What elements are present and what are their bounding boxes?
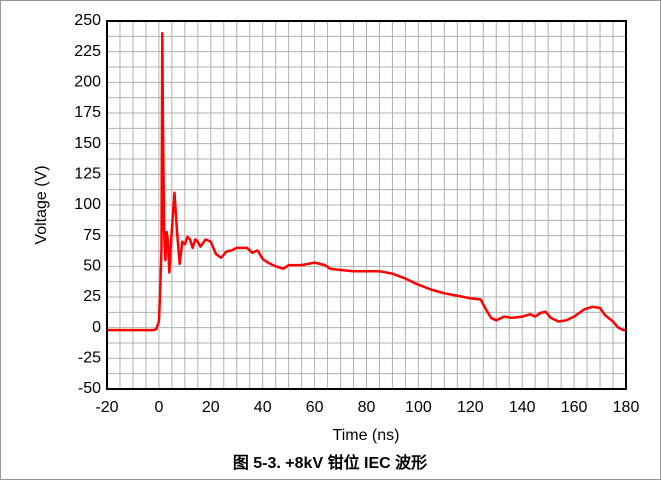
x-tick-label: 140 (509, 399, 536, 416)
y-tick-label: 225 (74, 43, 101, 60)
y-tick-label: 250 (74, 12, 101, 29)
y-tick-label: 125 (74, 166, 101, 183)
x-tick-label: 180 (613, 399, 640, 416)
x-tick-label: 0 (154, 399, 163, 416)
y-axis-label: Voltage (V) (33, 165, 50, 244)
y-tick-label: 175 (74, 104, 101, 121)
x-tick-label: 60 (306, 399, 324, 416)
x-tick-label: 100 (405, 399, 432, 416)
y-tick-label: 200 (74, 74, 101, 91)
x-tick-label: -20 (95, 399, 118, 416)
x-tick-label: 40 (254, 399, 272, 416)
y-tick-label: -50 (78, 380, 101, 397)
x-tick-label: 120 (457, 399, 484, 416)
plot-frame (106, 20, 627, 390)
x-tick-label: 80 (358, 399, 376, 416)
x-tick-label: 20 (202, 399, 220, 416)
y-tick-label: 100 (74, 196, 101, 213)
x-tick-label: 160 (561, 399, 588, 416)
data-line (107, 32, 626, 332)
caption: 图 5-3. +8kV 钳位 IEC 波形 (233, 453, 427, 472)
x-axis-label: Time (ns) (333, 427, 400, 444)
y-tick-label: -25 (78, 350, 101, 367)
y-tick-label: 25 (83, 288, 101, 305)
y-tick-label: 150 (74, 135, 101, 152)
y-tick-label: 50 (83, 258, 101, 275)
y-tick-label: 0 (92, 319, 101, 336)
y-tick-label: 75 (83, 227, 101, 244)
